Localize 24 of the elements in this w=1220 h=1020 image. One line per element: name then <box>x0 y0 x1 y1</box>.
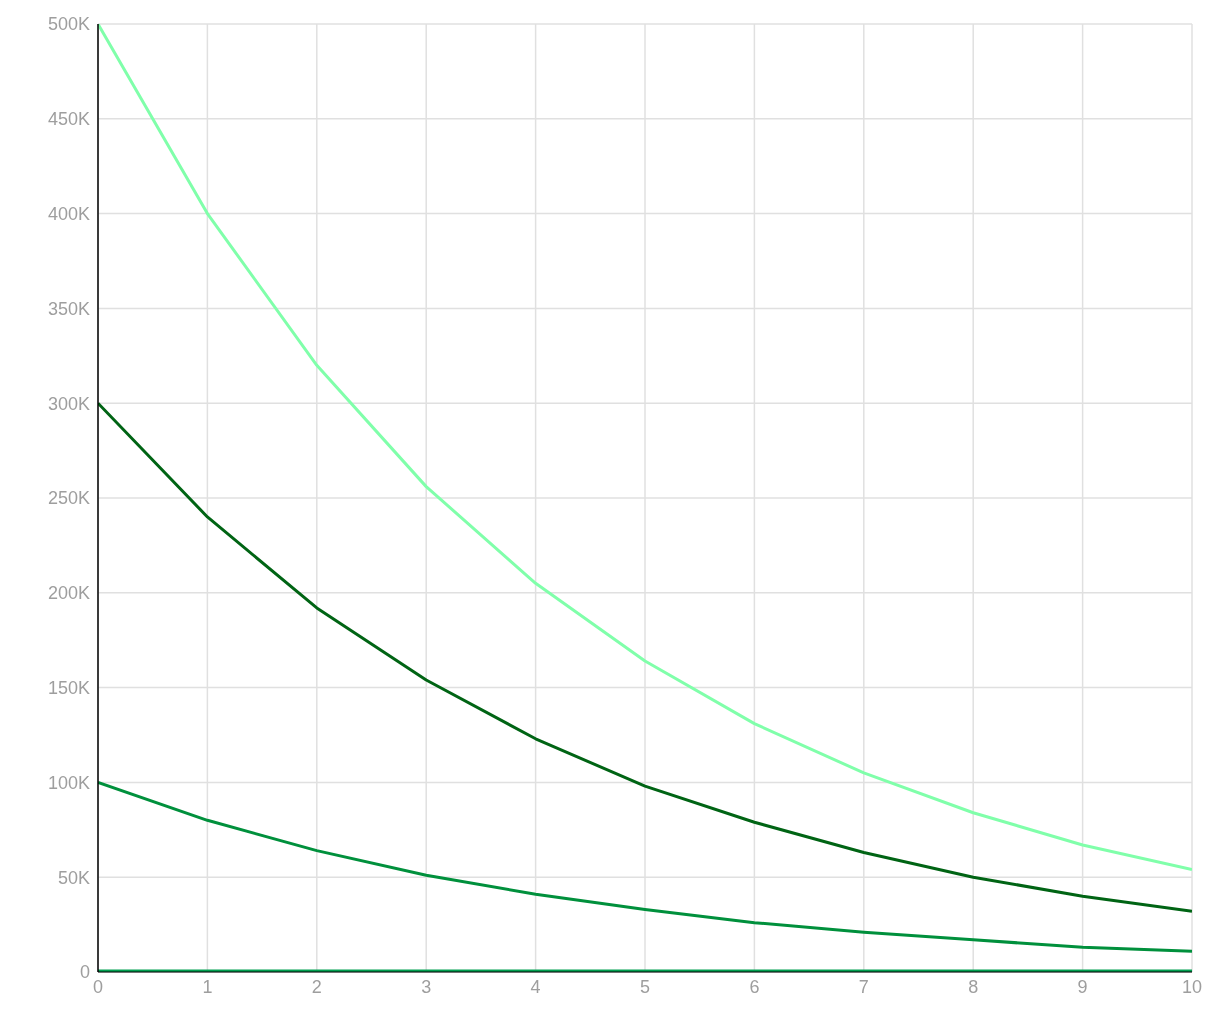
x-tick-label: 5 <box>639 976 651 997</box>
x-tick-label: 9 <box>1077 976 1088 997</box>
y-tick-label: 450K <box>47 109 90 130</box>
x-tick-label: 2 <box>311 976 322 997</box>
y-tick-label: 300K <box>47 393 90 414</box>
y-tick-label: 350K <box>47 298 90 319</box>
line-series <box>98 780 1192 953</box>
line-series <box>98 401 1192 913</box>
x-tick-label: 8 <box>968 976 979 997</box>
y-tick-label: 150K <box>47 677 90 698</box>
x-tick-label: 7 <box>858 976 869 997</box>
y-tick-label: 400K <box>47 203 90 224</box>
x-tick-label: 4 <box>530 976 541 997</box>
x-tick-label: 1 <box>202 976 213 997</box>
y-tick-label: 200K <box>47 583 90 604</box>
y-tick-label: 0 <box>79 962 90 983</box>
y-tick-label: 250K <box>47 488 90 509</box>
x-tick-label: 3 <box>421 976 432 997</box>
x-tick-label: 0 <box>92 976 104 997</box>
y-tick-label: 100K <box>47 772 90 793</box>
y-tick-label: 50K <box>57 867 90 888</box>
x-tick-label: 10 <box>1181 976 1203 997</box>
x-tick-label: 6 <box>749 976 760 997</box>
y-tick-label: 500K <box>47 14 90 35</box>
